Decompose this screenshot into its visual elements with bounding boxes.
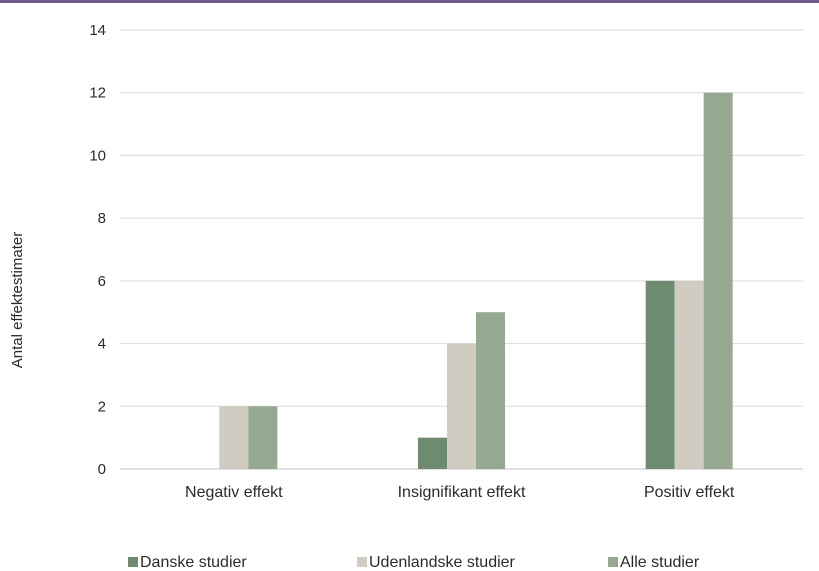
legend-swatch xyxy=(128,557,138,567)
bars xyxy=(219,92,733,469)
bar-danske-studier xyxy=(645,280,675,469)
y-tick-label: 14 xyxy=(89,22,106,39)
y-tick-label: 10 xyxy=(89,147,106,164)
bar-udenlandske-studier xyxy=(447,343,476,469)
legend-swatch xyxy=(608,557,618,567)
bar-udenlandske-studier xyxy=(674,280,704,469)
bar-udenlandske-studier xyxy=(219,406,249,469)
y-tick-label: 4 xyxy=(98,336,106,353)
top-rule xyxy=(0,0,819,3)
category-label: Negativ effekt xyxy=(185,484,283,501)
y-tick-labels: 0 2 4 6 8 10 12 14 xyxy=(89,22,106,478)
y-tick-label: 12 xyxy=(89,85,106,102)
category-labels: Negativ effekt Insignifikant effekt Positi… xyxy=(185,484,735,501)
legend-label: Danske studier xyxy=(140,554,247,571)
bar-alle-studier xyxy=(476,312,505,469)
category-label: Insignifikant effekt xyxy=(398,484,526,501)
y-tick-label: 2 xyxy=(98,398,106,415)
y-axis-title: Antal effektestimater xyxy=(9,232,26,368)
bar-alle-studier xyxy=(248,406,278,469)
bar-alle-studier xyxy=(703,92,733,469)
y-tick-label: 0 xyxy=(98,461,106,478)
y-tick-label: 8 xyxy=(98,210,106,227)
legend: Danske studier Udenlandske studier Alle st… xyxy=(128,554,700,571)
bar-danske-studier xyxy=(418,437,447,469)
y-tick-label: 6 xyxy=(98,273,106,290)
legend-label: Alle studier xyxy=(620,554,700,571)
category-label: Positiv effekt xyxy=(644,484,735,501)
legend-label: Udenlandske studier xyxy=(369,554,516,571)
legend-swatch xyxy=(357,557,367,567)
